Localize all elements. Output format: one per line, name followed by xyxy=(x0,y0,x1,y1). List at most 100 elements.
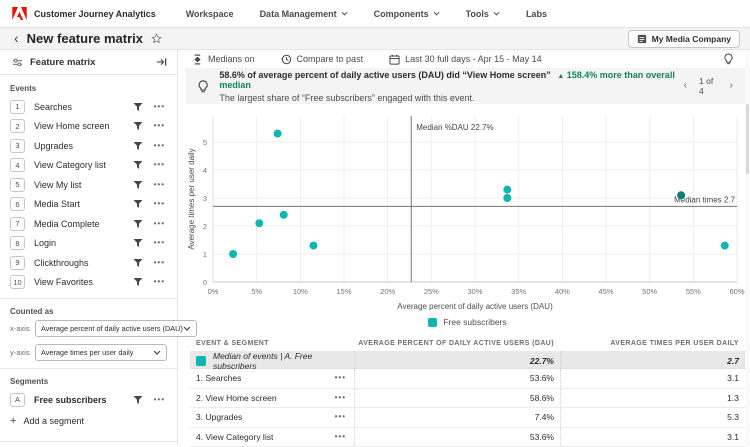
org-name: My Media Company xyxy=(652,34,731,44)
nav-item-labs[interactable]: Labs xyxy=(526,9,547,19)
more-options-icon[interactable]: ••• xyxy=(154,396,165,404)
feature-matrix-icon xyxy=(12,57,23,68)
nav-item-workspace[interactable]: Workspace xyxy=(186,9,234,19)
data-point-searches[interactable] xyxy=(677,191,685,199)
nav-item-tools[interactable]: Tools xyxy=(466,9,500,19)
event-label: View Home screen xyxy=(34,121,109,131)
event-number-chip: 4 xyxy=(10,158,25,172)
more-options-icon[interactable]: ••• xyxy=(154,103,165,111)
compare-to-past-button[interactable]: Compare to past xyxy=(281,54,364,65)
filter-icon[interactable] xyxy=(133,180,143,190)
filter-icon[interactable] xyxy=(133,277,143,287)
more-options-icon[interactable]: ••• xyxy=(154,122,165,130)
filter-icon[interactable] xyxy=(133,199,143,209)
event-number-chip: 8 xyxy=(10,236,25,250)
nav-item-components[interactable]: Components xyxy=(374,9,440,19)
event-label: Clickthroughs xyxy=(34,258,89,268)
divider xyxy=(0,298,177,299)
nav-item-data-management[interactable]: Data Management xyxy=(260,9,348,19)
events-section-label: Events xyxy=(0,75,177,97)
data-point[interactable] xyxy=(309,242,317,250)
more-options-icon[interactable]: ••• xyxy=(154,220,165,228)
more-options-icon[interactable]: ••• xyxy=(154,200,165,208)
event-number-chip: 9 xyxy=(10,256,25,270)
svg-text:0: 0 xyxy=(203,278,207,287)
x-axis-select[interactable]: Average percent of daily active users (D… xyxy=(35,320,197,337)
svg-text:30%: 30% xyxy=(467,287,482,296)
data-point[interactable] xyxy=(229,250,237,258)
data-point-upgrades[interactable] xyxy=(274,130,282,138)
medians-icon xyxy=(192,54,203,65)
panel-title: Feature matrix xyxy=(30,57,95,68)
collapse-panel-icon[interactable] xyxy=(156,57,167,67)
more-options-icon[interactable]: ••• xyxy=(154,239,165,247)
pager-next-icon[interactable]: › xyxy=(730,81,733,91)
col-dau: AVERAGE PERCENT OF DAILY ACTIVE USERS (D… xyxy=(354,340,560,347)
chevron-down-icon xyxy=(153,350,161,355)
star-favorite-icon[interactable] xyxy=(151,33,162,44)
add-segment-button[interactable]: + Add a segment xyxy=(0,410,177,433)
up-arrow-icon: ▲ xyxy=(557,73,564,80)
scrollbar-thumb[interactable] xyxy=(746,104,749,174)
pager-prev-icon[interactable]: ‹ xyxy=(684,81,687,91)
svg-text:Median %DAU 22.7%: Median %DAU 22.7% xyxy=(416,123,493,132)
more-options-icon[interactable]: ••• xyxy=(154,278,165,286)
data-point[interactable] xyxy=(503,194,511,202)
segment-row[interactable]: A Free subscribers ••• xyxy=(0,390,177,410)
medians-toggle[interactable]: Medians on xyxy=(192,54,255,65)
filter-icon[interactable] xyxy=(133,219,143,229)
y-axis-select[interactable]: Average times per user daily xyxy=(35,344,167,361)
more-options-icon[interactable]: ••• xyxy=(335,374,346,382)
filter-icon[interactable] xyxy=(133,238,143,248)
org-picker-button[interactable]: My Media Company xyxy=(628,30,740,48)
event-row-login[interactable]: 8 Login ••• xyxy=(0,234,177,254)
more-options-icon[interactable]: ••• xyxy=(335,394,346,402)
filter-icon[interactable] xyxy=(133,141,143,151)
median-times: 2.7 xyxy=(560,351,745,371)
event-label: Upgrades xyxy=(34,141,73,151)
back-button[interactable]: ‹ xyxy=(14,31,19,45)
insight-subline: The largest share of “Free subscribers” … xyxy=(219,93,683,103)
more-options-icon[interactable]: ••• xyxy=(154,142,165,150)
more-options-icon[interactable]: ••• xyxy=(154,181,165,189)
filter-icon[interactable] xyxy=(133,395,143,405)
data-point-view-home-screen[interactable] xyxy=(721,242,729,250)
filter-icon[interactable] xyxy=(133,258,143,268)
event-number-chip: 1 xyxy=(10,100,25,114)
filter-icon[interactable] xyxy=(133,102,143,112)
more-options-icon[interactable]: ••• xyxy=(154,161,165,169)
data-point[interactable] xyxy=(280,211,288,219)
svg-text:35%: 35% xyxy=(511,287,526,296)
svg-text:25%: 25% xyxy=(424,287,439,296)
data-point[interactable] xyxy=(503,186,511,194)
insights-bulb-icon[interactable] xyxy=(723,53,734,65)
svg-text:45%: 45% xyxy=(598,287,613,296)
filter-icon[interactable] xyxy=(133,121,143,131)
x-axis-row: x-axis Average percent of daily active u… xyxy=(0,320,177,337)
data-point[interactable] xyxy=(255,219,263,227)
chart-legend: Free subscribers xyxy=(185,317,750,327)
more-options-icon[interactable]: ••• xyxy=(154,259,165,267)
medians-label: Medians on xyxy=(208,54,255,64)
event-label: Login xyxy=(34,238,56,248)
more-options-icon[interactable]: ••• xyxy=(335,413,346,421)
date-range-button[interactable]: Last 30 full days - Apr 15 - May 14 xyxy=(389,54,542,65)
row-label: 4. View Category list xyxy=(196,432,273,442)
scatter-chart[interactable]: 0%5%10%15%20%25%30%35%40%45%50%55%60%012… xyxy=(185,104,750,316)
svg-text:50%: 50% xyxy=(642,287,657,296)
filter-icon[interactable] xyxy=(133,160,143,170)
svg-text:10%: 10% xyxy=(293,287,308,296)
event-number-chip: 6 xyxy=(10,197,25,211)
more-options-icon[interactable]: ••• xyxy=(335,433,346,441)
event-row-clickthroughs[interactable]: 9 Clickthroughs ••• xyxy=(0,253,177,273)
svg-text:Average percent of daily activ: Average percent of daily active users (D… xyxy=(397,302,553,311)
